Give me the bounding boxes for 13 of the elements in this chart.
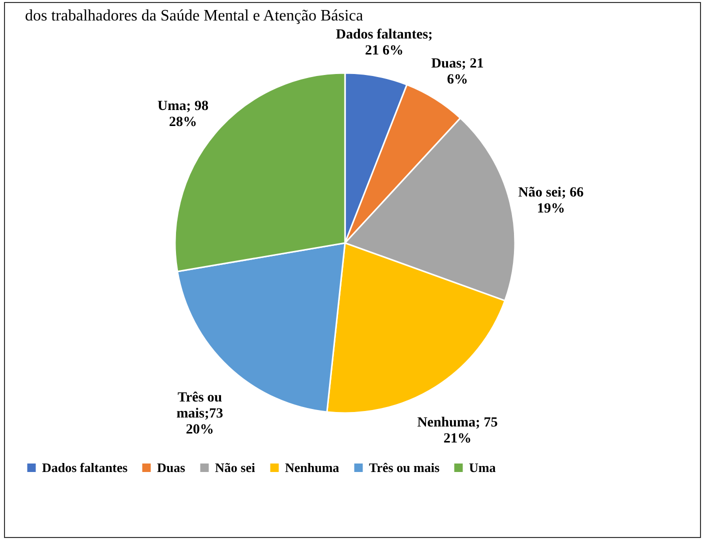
data-label: Três ou mais;73 20% [176, 390, 224, 438]
chart-title: dos trabalhadores da Saúde Mental e Atenção Básica [25, 8, 364, 25]
legend-label: Uma [469, 460, 496, 475]
data-label: Nenhuma; 75 21% [417, 416, 498, 447]
legend-label: Duas [157, 460, 186, 475]
legend-label: Nenhuma [285, 460, 340, 475]
data-label: Uma; 98 28% [158, 99, 208, 130]
data-label: Duas; 21 6% [431, 56, 484, 88]
data-label: Dados faltantes; 21 6% [336, 28, 433, 59]
data-label: Não sei; 66 19% [518, 186, 584, 217]
legend-label: Dados faltantes [42, 460, 128, 475]
legend-label: Não sei [215, 460, 256, 475]
legend-label: Três ou mais [369, 460, 440, 475]
